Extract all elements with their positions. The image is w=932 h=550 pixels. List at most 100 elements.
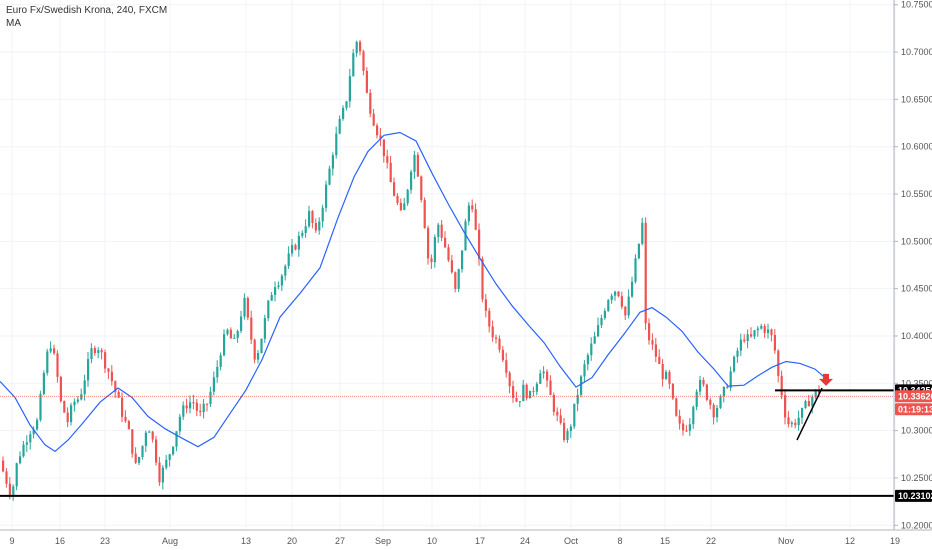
candle-down: [617, 291, 620, 297]
candle-down: [195, 402, 198, 411]
candle-up: [280, 275, 283, 286]
candle-up: [433, 237, 436, 263]
candle-up: [345, 101, 348, 108]
candle-down: [447, 247, 450, 261]
candle-up: [148, 431, 151, 433]
price-tick-label: 10.65000: [901, 94, 932, 104]
candle-down: [158, 462, 161, 483]
candle-up: [318, 221, 321, 231]
candle-down: [124, 416, 127, 422]
candle-up: [202, 403, 205, 413]
candle-up: [321, 207, 324, 222]
candle-down: [5, 471, 8, 484]
candle-up: [97, 350, 100, 354]
candle-down: [484, 299, 487, 311]
candle-down: [743, 339, 746, 342]
time-tick-label: 8: [617, 536, 622, 546]
candle-down: [794, 422, 797, 426]
indicator-label[interactable]: MA: [6, 18, 21, 29]
candle-up: [753, 330, 756, 337]
candle-up: [593, 336, 596, 344]
candle-down: [396, 195, 399, 203]
candle-down: [440, 224, 443, 238]
candle-down: [8, 483, 11, 495]
time-tick-label: 24: [520, 536, 530, 546]
candle-up: [665, 371, 668, 380]
price-tick-label: 10.50000: [901, 236, 932, 246]
candle-up: [223, 334, 226, 356]
candle-up: [410, 171, 413, 190]
candle-down: [372, 113, 375, 126]
candle-down: [389, 162, 392, 183]
candle-up: [233, 337, 236, 339]
candle-down: [763, 326, 766, 333]
candle-down: [311, 211, 314, 224]
candle-down: [705, 384, 708, 400]
candle-up: [413, 154, 416, 172]
candle-up: [814, 389, 817, 397]
candle-up: [607, 300, 610, 311]
candle-up: [688, 424, 691, 431]
candle-down: [702, 380, 705, 385]
candle-down: [110, 371, 113, 382]
candle-up: [277, 285, 280, 288]
candle-up: [243, 297, 246, 317]
candle-down: [246, 297, 249, 318]
candle-down: [314, 223, 317, 231]
candle-up: [811, 396, 814, 407]
candle-down: [362, 51, 365, 71]
candle-down: [491, 326, 494, 338]
trendline[interactable]: [796, 387, 823, 441]
candle-up: [172, 446, 175, 455]
candle-up: [80, 394, 83, 400]
symbol-title[interactable]: Euro Fx/Swedish Krona, 240, FXCM: [6, 5, 168, 16]
candle-up: [260, 338, 263, 354]
time-tick-label: 12: [845, 536, 855, 546]
candle-down: [93, 348, 96, 354]
candle-up: [236, 330, 239, 338]
candle-up: [637, 243, 640, 259]
candle-down: [376, 125, 379, 136]
candle-up: [270, 294, 273, 301]
candle-up: [733, 356, 736, 372]
candle-down: [682, 423, 685, 431]
candle-down: [393, 182, 396, 196]
time-tick-label: 20: [287, 536, 297, 546]
candle-down: [770, 329, 773, 336]
candle-up: [801, 407, 804, 418]
candle-up: [161, 467, 164, 483]
candle-up: [12, 486, 15, 495]
candle-down: [59, 376, 62, 402]
candle-down: [454, 272, 457, 289]
candle-down: [131, 429, 134, 454]
candle-up: [716, 407, 719, 418]
candle-up: [22, 444, 25, 457]
sell-arrow-icon[interactable]: [819, 373, 833, 386]
candle-down: [644, 222, 647, 324]
price-tick-label: 10.75000: [901, 0, 932, 10]
candle-up: [257, 353, 260, 360]
candle-up: [464, 221, 467, 251]
candle-down: [559, 415, 562, 423]
drawing-lines[interactable]: [0, 373, 894, 497]
candle-up: [573, 403, 576, 427]
candle-up: [797, 417, 800, 426]
price-tick-label: 10.60000: [901, 142, 932, 152]
time-tick-label: 13: [241, 536, 251, 546]
time-tick-label: 15: [660, 536, 670, 546]
candle-down: [379, 135, 382, 140]
candle-up: [529, 390, 532, 399]
candle-up: [267, 300, 270, 319]
candle-up: [569, 426, 572, 432]
candle-up: [610, 295, 613, 301]
candle-down: [750, 334, 753, 337]
candle-up: [692, 406, 695, 425]
time-tick-label: 9: [9, 536, 14, 546]
candle-up: [178, 416, 181, 432]
candle-down: [654, 344, 657, 357]
candle-down: [53, 348, 56, 354]
candle-up: [328, 168, 331, 185]
candle-up: [209, 391, 212, 404]
